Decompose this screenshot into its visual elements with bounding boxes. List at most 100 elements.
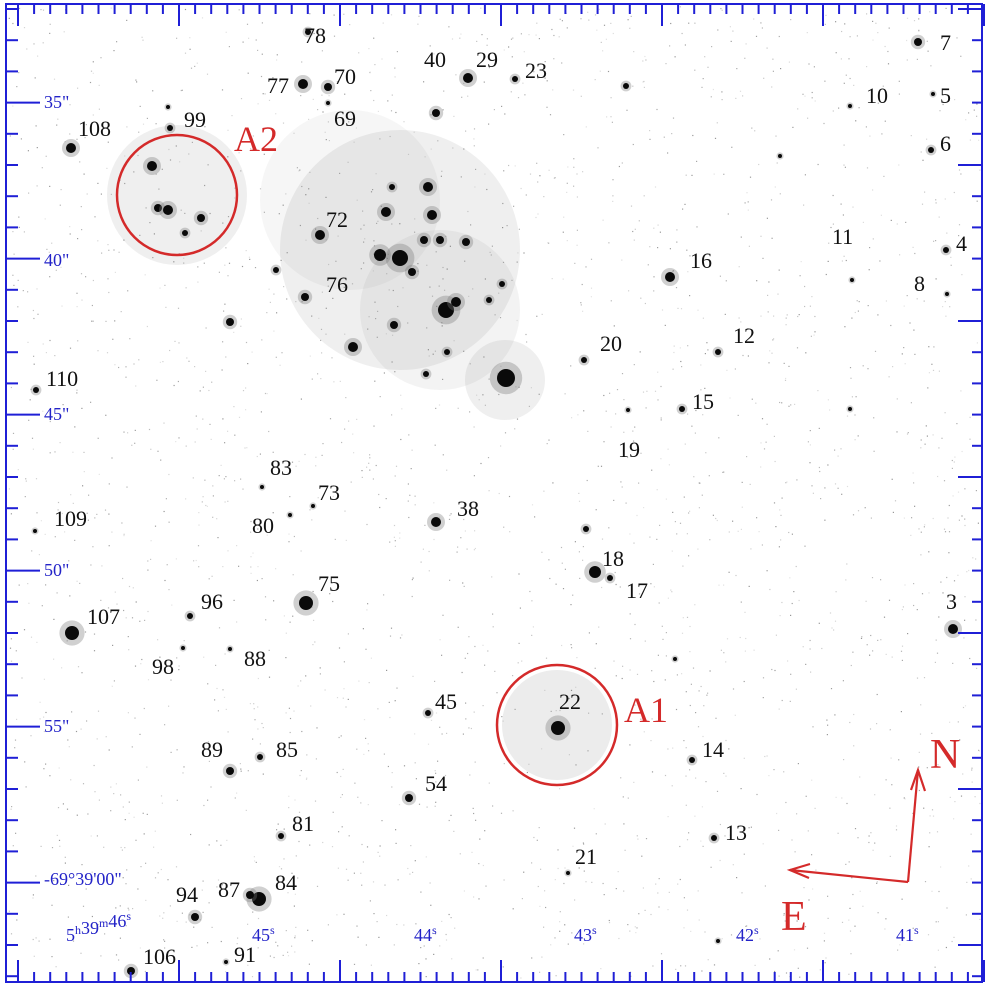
noise-dot: [574, 541, 576, 543]
noise-dot: [12, 274, 14, 276]
noise-dot: [644, 55, 646, 58]
noise-dot: [524, 94, 526, 96]
dec-label-35: 35": [44, 92, 69, 112]
noise-dot: [26, 48, 28, 50]
noise-dot: [143, 833, 145, 835]
noise-dot: [850, 377, 852, 379]
noise-dot: [512, 675, 514, 677]
noise-dot: [288, 795, 290, 797]
noise-dot: [779, 193, 781, 195]
noise-dot: [589, 861, 591, 864]
noise-dot: [59, 845, 61, 847]
noise-dot: [420, 947, 422, 949]
noise-dot: [427, 743, 430, 745]
noise-dot: [576, 244, 578, 246]
noise-dot: [305, 194, 307, 196]
noise-dot: [368, 48, 370, 50]
noise-dot: [945, 7, 947, 9]
noise-dot: [854, 414, 856, 416]
noise-dot: [38, 940, 40, 942]
noise-dot: [472, 288, 474, 290]
noise-dot: [185, 921, 187, 923]
noise-dot: [383, 594, 385, 596]
noise-dot: [378, 493, 380, 496]
noise-dot: [124, 155, 126, 157]
noise-dot: [705, 781, 707, 783]
nebula-patch: [107, 125, 247, 265]
noise-dot: [608, 919, 610, 922]
noise-dot: [38, 554, 40, 556]
noise-dot: [127, 432, 129, 434]
noise-dot: [531, 504, 534, 506]
noise-dot: [134, 665, 137, 667]
noise-dot: [75, 730, 78, 733]
noise-dot: [157, 450, 159, 452]
noise-dot: [580, 95, 582, 97]
noise-dot: [657, 247, 659, 249]
star-label: 18: [602, 546, 624, 571]
noise-dot: [596, 29, 598, 31]
noise-dot: [518, 386, 520, 388]
noise-dot: [657, 224, 659, 226]
noise-dot: [651, 771, 654, 773]
noise-dot: [127, 712, 129, 714]
noise-dot: [937, 921, 939, 923]
noise-dot: [253, 856, 255, 858]
noise-dot: [262, 727, 264, 729]
star: [451, 297, 461, 307]
noise-dot: [681, 673, 683, 675]
noise-dot: [907, 432, 909, 434]
noise-dot: [944, 198, 946, 200]
noise-dot: [807, 117, 809, 119]
noise-dot: [161, 802, 163, 804]
noise-dot: [286, 252, 288, 254]
noise-dot: [767, 311, 769, 313]
noise-dot: [792, 126, 794, 128]
noise-dot: [285, 657, 287, 659]
noise-dot: [362, 210, 364, 212]
noise-dot: [643, 507, 645, 509]
noise-dot: [802, 93, 804, 95]
star: [848, 407, 852, 411]
noise-dot: [830, 688, 833, 690]
noise-dot: [713, 173, 715, 175]
noise-dot: [966, 571, 968, 573]
noise-dot: [211, 381, 213, 383]
noise-dot: [87, 519, 89, 521]
noise-dot: [773, 435, 775, 437]
noise-dot: [247, 964, 249, 966]
noise-dot: [634, 704, 636, 706]
noise-dot: [480, 7, 482, 9]
noise-dot: [906, 59, 908, 61]
noise-dot: [975, 619, 977, 621]
noise-dot: [391, 94, 393, 96]
noise-dot: [144, 619, 146, 621]
noise-dot: [539, 175, 541, 177]
noise-dot: [595, 833, 597, 835]
noise-dot: [769, 958, 771, 960]
noise-dot: [608, 922, 611, 924]
noise-dot: [10, 386, 12, 389]
noise-dot: [550, 944, 552, 946]
noise-dot: [188, 360, 190, 362]
noise-dot: [36, 288, 38, 290]
noise-dot: [544, 890, 546, 892]
noise-dot: [382, 22, 384, 24]
noise-dot: [723, 173, 725, 175]
noise-dot: [211, 926, 213, 928]
noise-dot: [651, 469, 653, 471]
noise-dot: [463, 148, 465, 150]
noise-dot: [585, 881, 587, 883]
noise-dot: [386, 273, 388, 275]
noise-dot: [204, 479, 206, 481]
noise-dot: [494, 670, 496, 672]
noise-dot: [215, 664, 217, 666]
noise-dot: [211, 575, 213, 577]
noise-dot: [167, 879, 169, 881]
noise-dot: [924, 881, 927, 883]
noise-dot: [933, 240, 935, 242]
noise-dot: [848, 58, 850, 60]
noise-dot: [691, 174, 693, 176]
noise-dot: [150, 448, 152, 450]
noise-dot: [143, 707, 145, 710]
